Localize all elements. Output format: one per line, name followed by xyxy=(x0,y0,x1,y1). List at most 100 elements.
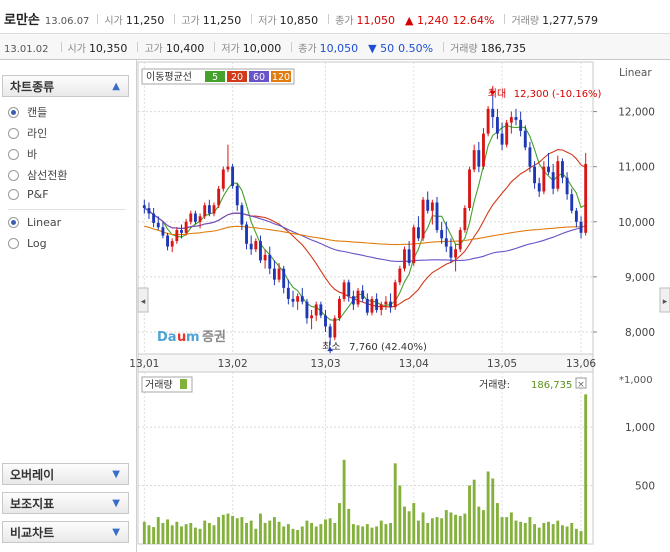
volume-bar xyxy=(156,517,160,544)
volume-bar xyxy=(342,459,346,544)
volume-bar xyxy=(319,524,323,544)
candle-body xyxy=(347,282,351,297)
close-panel-button[interactable]: × xyxy=(575,377,587,390)
volume-bar xyxy=(231,515,235,544)
candle-body xyxy=(561,161,564,178)
volume-bar xyxy=(407,511,411,544)
volume-bar xyxy=(268,520,272,544)
candle-body xyxy=(356,290,360,305)
volume-bar xyxy=(491,478,495,544)
ma-legend-title: 이동평균선 xyxy=(146,71,192,83)
overlay-section-header[interactable]: 오버레이 ▼ xyxy=(2,463,129,485)
chevron-left-icon: ◂ xyxy=(141,297,146,307)
ma60-swatch xyxy=(249,71,269,82)
volume-bar xyxy=(440,518,444,544)
volume-bar xyxy=(189,522,193,544)
candle-body xyxy=(389,301,392,308)
volume-bar xyxy=(565,526,569,544)
scale-label: Log xyxy=(27,237,47,250)
volume-bar xyxy=(347,508,351,544)
scroll-right-handle[interactable]: ▸ xyxy=(659,287,670,313)
candle-body xyxy=(170,241,174,247)
volume-bar xyxy=(175,521,179,544)
candle-body xyxy=(193,213,197,222)
volume-bar xyxy=(166,519,169,544)
volume-bar xyxy=(412,503,416,544)
volume-bar xyxy=(584,394,588,544)
cursor-close-value: 10,050 xyxy=(319,42,359,55)
candle-body xyxy=(426,199,430,211)
cursor-high-value: 10,400 xyxy=(165,42,205,55)
volume-bar xyxy=(351,524,355,544)
volume-tick-label: 1,000 xyxy=(625,422,655,434)
divider xyxy=(8,209,126,210)
candle-body xyxy=(277,268,281,280)
volume-bar xyxy=(533,524,537,544)
volume-bar xyxy=(542,522,546,544)
summary-date: 13.06.07 xyxy=(44,16,90,27)
volume-bar xyxy=(147,525,151,544)
scale-option-log[interactable]: Log xyxy=(8,237,47,250)
candle-body xyxy=(584,163,588,233)
candle-body xyxy=(235,185,239,206)
candle-body xyxy=(207,205,211,214)
volume-bar xyxy=(551,524,555,544)
open-value: 11,250 xyxy=(125,14,165,27)
scroll-left-handle[interactable]: ◂ xyxy=(137,287,149,313)
candle-body xyxy=(440,230,444,239)
candle-body xyxy=(319,304,323,316)
ma-legend[interactable]: 이동평균선 5 20 60 120 xyxy=(141,68,295,85)
candle-body xyxy=(454,249,458,258)
volume-bar xyxy=(421,512,425,544)
volume-current-label: 거래량: xyxy=(479,379,510,391)
chart-type-option-bar[interactable]: 바 xyxy=(8,146,37,162)
candle-body xyxy=(435,202,439,231)
chart-type-section-header[interactable]: 차트종류 ▲ xyxy=(2,75,129,97)
volume-bar xyxy=(272,517,276,544)
candle-body xyxy=(458,230,462,250)
chart-type-option-candle[interactable]: 캔들 xyxy=(8,104,47,120)
volume-bar xyxy=(333,522,337,544)
candle-body xyxy=(226,166,230,170)
candle-body xyxy=(486,108,490,134)
chart-type-option-point-figure[interactable]: P&F xyxy=(8,188,49,201)
chart-type-label: 캔들 xyxy=(27,106,48,119)
volume-bar xyxy=(509,512,513,544)
ma5-swatch xyxy=(205,71,225,82)
volume-bar xyxy=(537,527,541,544)
volume-bar xyxy=(561,525,564,544)
volume-bar xyxy=(500,517,504,544)
volume-bar xyxy=(226,513,230,544)
volume-bar xyxy=(514,520,518,544)
volume-bar xyxy=(384,524,388,544)
indicator-section-header[interactable]: 보조지표 ▼ xyxy=(2,492,129,514)
stock-name: 로만손 xyxy=(4,13,40,28)
candle-body xyxy=(249,243,253,250)
scale-label: Linear xyxy=(619,67,652,79)
volume-bar xyxy=(449,512,453,544)
svg-text:증권: 증권 xyxy=(202,330,226,345)
compare-section-header[interactable]: 비교차트 ▼ xyxy=(2,521,129,543)
cursor-volume-label: 거래량 xyxy=(450,44,478,55)
candle-body xyxy=(398,268,402,283)
volume-bar xyxy=(477,506,481,544)
volume-legend[interactable]: 거래량 xyxy=(141,376,193,393)
max-price-marker: 최대 12,300 (-10.16%) xyxy=(488,86,602,100)
cursor-date: 13.01.02 xyxy=(4,44,49,55)
candle-body xyxy=(542,166,546,192)
volume-bar xyxy=(254,528,258,544)
overlay-title: 오버레이 xyxy=(10,467,55,482)
candle-body xyxy=(254,241,258,250)
candle-body xyxy=(393,282,397,308)
chevron-down-icon: ▼ xyxy=(112,468,120,480)
chart-type-option-three-line-break[interactable]: 삼선전환 xyxy=(8,167,67,183)
brand-watermark: Da u m 증권 xyxy=(157,330,226,345)
candle-body xyxy=(189,213,193,222)
candle-body xyxy=(300,296,304,302)
volume-bar xyxy=(495,503,499,544)
scale-option-linear[interactable]: Linear xyxy=(8,216,61,229)
chart-type-option-line[interactable]: 라인 xyxy=(8,125,47,141)
volume-bar xyxy=(314,526,318,544)
volume-bar xyxy=(305,520,309,544)
